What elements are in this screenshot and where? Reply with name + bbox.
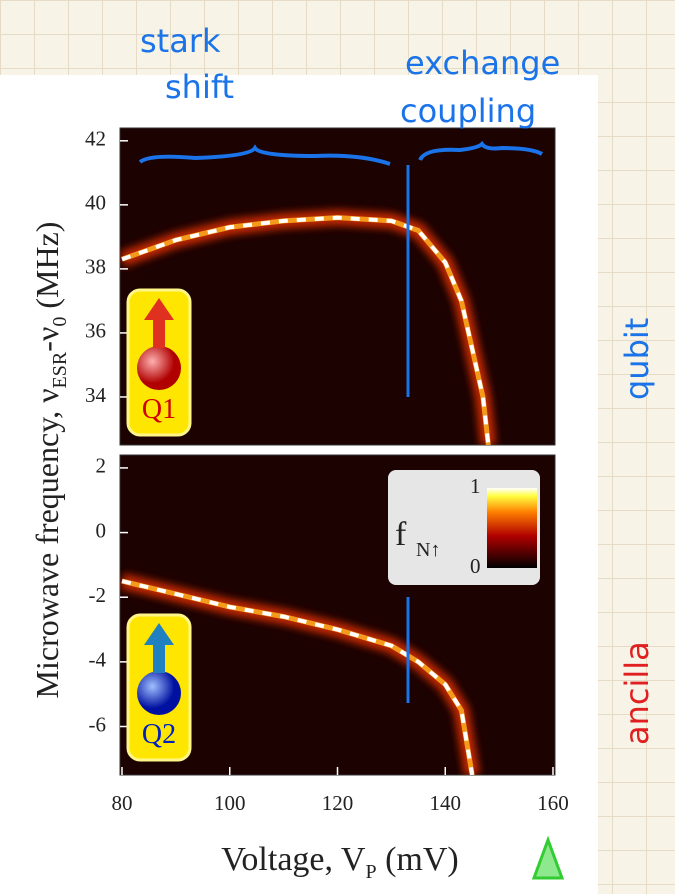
y-axis-label-part: (MHz) [29, 222, 65, 317]
colorbar-tick-label: 0 [470, 554, 481, 578]
plot-area [120, 209, 497, 445]
x-tick-label: 80 [112, 791, 133, 815]
y-tick-label: -2 [89, 583, 107, 607]
x-axis-label: Voltage, VP (mV) [221, 841, 458, 883]
annotation: exchange [405, 44, 560, 82]
y-axis-label-part: ESR [49, 351, 71, 388]
colorbar-tick-label: 1 [470, 474, 481, 498]
y-tick-label: 34 [85, 383, 107, 407]
y-tick-label: 2 [96, 454, 107, 478]
plot-area [120, 573, 481, 775]
x-tick-label: 120 [322, 791, 354, 815]
y-axis-label-part: 0 [49, 317, 71, 327]
spin-arrow [144, 623, 174, 673]
y-tick-label: 0 [96, 518, 107, 542]
y-tick-label: 42 [85, 127, 106, 151]
spin-sphere [137, 346, 181, 390]
annotation: qubit [618, 318, 656, 400]
plots: 34 36 38 40 42 Q1 -6 -4 -2 0 2 80 100 120 140 160 Q2 f N↑ 0… [29, 127, 569, 883]
x-axis-label-part: P [365, 861, 376, 883]
colorbar-label-sub: N↑ [416, 539, 440, 561]
x-axis-label-part: Voltage, V [221, 841, 366, 878]
brace [418, 140, 544, 162]
y-tick-label: 38 [85, 255, 106, 279]
annotation: stark [140, 22, 221, 60]
badge-label: Q1 [142, 394, 176, 425]
x-tick-label: 100 [214, 791, 246, 815]
annotation: coupling [400, 92, 536, 130]
x-tick-label: 140 [430, 791, 462, 815]
y-tick-label: -4 [89, 648, 107, 672]
annotation: ancilla [618, 641, 656, 745]
colorbar-label: f [395, 516, 407, 553]
brace [138, 144, 391, 166]
x-axis-label-part: (mV) [377, 841, 459, 878]
y-tick-label: 40 [85, 191, 106, 215]
annotation: shift [165, 68, 234, 106]
y-axis-label: Microwave frequency, νESR-ν0 (MHz) [29, 222, 71, 699]
colorbar [487, 488, 537, 568]
x-tick-label: 160 [537, 791, 569, 815]
icon [531, 835, 565, 880]
y-tick-label: 36 [85, 319, 106, 343]
y-axis-label-part: -ν [29, 327, 65, 352]
fit-line [121, 579, 475, 775]
fit-line [121, 215, 491, 445]
y-tick-label: -6 [89, 712, 107, 736]
spin-sphere [137, 671, 181, 715]
spin-arrow [144, 298, 174, 348]
badge-label: Q2 [142, 719, 176, 750]
y-axis-label-part: Microwave frequency, ν [29, 388, 65, 698]
